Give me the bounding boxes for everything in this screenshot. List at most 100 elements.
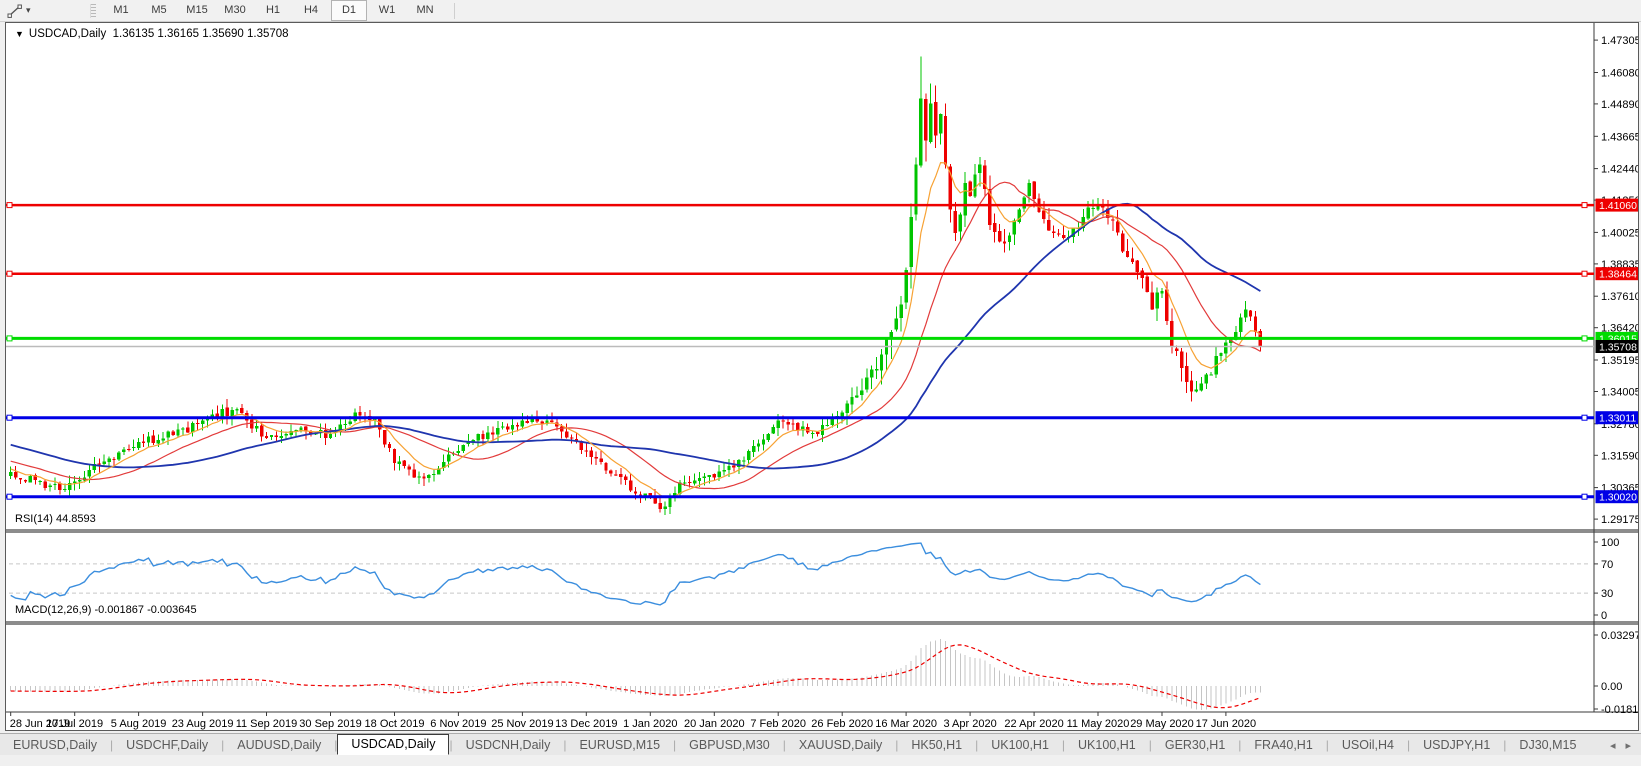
trendline-tool-icon[interactable] bbox=[4, 2, 26, 20]
timeframe-button-h4[interactable]: H4 bbox=[303, 4, 319, 16]
chart-tab-bar: EURUSD,Daily | USDCHF,Daily | AUDUSD,Daily | U… bbox=[0, 733, 1641, 756]
top-toolbar: ▾ M1 M5 M15 M30 H1 H4 D1 W1 MN bbox=[0, 0, 1641, 22]
chart-tabs: EURUSD,Daily | USDCHF,Daily | AUDUSD,Daily | U… bbox=[0, 733, 1589, 756]
svg-text:1.47305: 1.47305 bbox=[1601, 35, 1638, 47]
rsi-scale: 100 70 30 0 bbox=[1594, 537, 1619, 622]
svg-text:1 Jan 2020: 1 Jan 2020 bbox=[623, 718, 677, 730]
rsi-panel bbox=[9, 542, 1591, 606]
svg-text:22 Apr 2020: 22 Apr 2020 bbox=[1004, 718, 1063, 730]
svg-text:6 Nov 2019: 6 Nov 2019 bbox=[430, 718, 486, 730]
price-badge-1.33011: 1.33011 bbox=[1595, 411, 1638, 425]
svg-text:1.43665: 1.43665 bbox=[1601, 131, 1638, 143]
tab-separator: | bbox=[563, 738, 567, 752]
svg-text:1.44890: 1.44890 bbox=[1601, 99, 1638, 111]
svg-text:1.34005: 1.34005 bbox=[1601, 387, 1638, 399]
svg-text:1.41060: 1.41060 bbox=[1599, 200, 1637, 212]
timeframe-button-w1[interactable]: W1 bbox=[378, 4, 396, 16]
horizontal-line-1.33011[interactable] bbox=[6, 414, 1594, 421]
mid-ma-line bbox=[10, 181, 1261, 490]
horizontal-line-1.41060[interactable] bbox=[6, 202, 1594, 209]
tab-ger30-h1[interactable]: GER30,H1 bbox=[1164, 738, 1226, 752]
tab-separator: | bbox=[1061, 738, 1066, 752]
fast-ma-line bbox=[10, 161, 1261, 499]
tab-separator: | bbox=[1407, 738, 1411, 752]
timeframe-button-m1[interactable]: M1 bbox=[113, 4, 129, 16]
svg-text:17 Jul 2019: 17 Jul 2019 bbox=[46, 718, 103, 730]
timeframe-button-d1[interactable]: D1 bbox=[331, 0, 367, 21]
svg-text:1.42440: 1.42440 bbox=[1601, 164, 1638, 176]
tab-xauusd-daily[interactable]: XAUUSD,Daily bbox=[798, 738, 883, 752]
macd-panel bbox=[10, 639, 1261, 710]
tab-scroll-arrows: ◂ ▸ bbox=[1610, 739, 1631, 752]
svg-text:1.36420: 1.36420 bbox=[1601, 323, 1638, 335]
tab-eurusd-m15[interactable]: EURUSD,M15 bbox=[579, 738, 661, 752]
tab-usdchf-daily[interactable]: USDCHF,Daily bbox=[126, 738, 209, 752]
tab-scroll-left-icon[interactable]: ◂ bbox=[1609, 739, 1616, 752]
panel-separators bbox=[6, 23, 1638, 713]
tab-usoil-h4[interactable]: USOil,H4 bbox=[1341, 738, 1394, 752]
timeframe-button-h1[interactable]: H1 bbox=[265, 4, 281, 16]
horizontal-line-1.36015[interactable] bbox=[6, 335, 1594, 342]
svg-text:3 Apr 2020: 3 Apr 2020 bbox=[943, 718, 996, 730]
rsi-line bbox=[10, 542, 1261, 606]
price-badge-1.41060: 1.41060 bbox=[1595, 198, 1638, 212]
tab-separator: | bbox=[449, 738, 453, 752]
tab-separator: | bbox=[975, 738, 979, 752]
svg-text:16 Mar 2020: 16 Mar 2020 bbox=[875, 718, 937, 730]
candles bbox=[9, 56, 1263, 516]
svg-text:1.33011: 1.33011 bbox=[1599, 413, 1636, 425]
svg-text:13 Dec 2019: 13 Dec 2019 bbox=[555, 718, 617, 730]
svg-text:1.35195: 1.35195 bbox=[1601, 355, 1638, 367]
tab-fra40-h1[interactable]: FRA40,H1 bbox=[1254, 738, 1313, 752]
timeframe-button-m5[interactable]: M5 bbox=[151, 4, 167, 16]
svg-text:1.37610: 1.37610 bbox=[1601, 291, 1638, 303]
tab-usdjpy-h1[interactable]: USDJPY,H1 bbox=[1423, 738, 1491, 752]
svg-text:0.00: 0.00 bbox=[1601, 681, 1622, 693]
tab-separator: | bbox=[1238, 738, 1242, 752]
svg-text:5 Aug 2019: 5 Aug 2019 bbox=[111, 718, 167, 730]
tab-uk100-h1[interactable]: UK100,H1 bbox=[1078, 738, 1136, 752]
timeframe-button-m15[interactable]: M15 bbox=[186, 4, 208, 16]
svg-text:29 May 2020: 29 May 2020 bbox=[1130, 718, 1194, 730]
tab-scroll-right-icon[interactable]: ▸ bbox=[1625, 739, 1631, 752]
svg-text:30: 30 bbox=[1601, 588, 1613, 600]
tab-usdcad-daily[interactable]: USDCAD,Daily bbox=[337, 733, 450, 755]
price-badge-1.30020: 1.30020 bbox=[1595, 490, 1638, 504]
status-strip bbox=[0, 755, 1641, 766]
svg-text:11 Sep 2019: 11 Sep 2019 bbox=[236, 718, 298, 730]
svg-text:1.35708: 1.35708 bbox=[1599, 342, 1637, 354]
svg-text:11 May 2020: 11 May 2020 bbox=[1067, 718, 1130, 730]
tab-gbpusd-m30[interactable]: GBPUSD,M30 bbox=[689, 738, 770, 752]
toolbar-drag-handle[interactable] bbox=[90, 3, 96, 18]
svg-text:18 Oct 2019: 18 Oct 2019 bbox=[365, 718, 425, 730]
svg-text:20 Jan 2020: 20 Jan 2020 bbox=[684, 718, 745, 730]
slow-ma-line bbox=[10, 202, 1261, 470]
tab-separator: | bbox=[782, 738, 786, 752]
timeframe-button-m30[interactable]: M30 bbox=[224, 4, 246, 16]
svg-text:7 Feb 2020: 7 Feb 2020 bbox=[750, 718, 806, 730]
tab-hk50-h1[interactable]: HK50,H1 bbox=[911, 738, 963, 752]
tab-separator: | bbox=[1325, 738, 1329, 752]
horizontal-line-1.38464[interactable] bbox=[6, 270, 1594, 277]
chart-canvas[interactable]: 1.473051.460801.448901.436651.424401.412… bbox=[6, 23, 1638, 730]
chart-window: 1.473051.460801.448901.436651.424401.412… bbox=[5, 22, 1639, 731]
tab-eurusd-daily[interactable]: EURUSD,Daily bbox=[13, 738, 98, 752]
tab-dj30-m15[interactable]: DJ30,M15 bbox=[1519, 738, 1577, 752]
svg-text:30 Sep 2019: 30 Sep 2019 bbox=[299, 718, 361, 730]
svg-text:23 Aug 2019: 23 Aug 2019 bbox=[172, 718, 234, 730]
svg-text:1.29175: 1.29175 bbox=[1601, 514, 1638, 526]
tab-audusd-daily[interactable]: AUDUSD,Daily bbox=[237, 738, 322, 752]
svg-text:0: 0 bbox=[1601, 610, 1607, 622]
current-price-badge: 1.35708 bbox=[1595, 340, 1638, 354]
macd-scale: 0.032972 0.00 -0.018154 bbox=[1594, 630, 1638, 716]
svg-text:100: 100 bbox=[1601, 537, 1619, 549]
timeframe-buttons: M1 M5 M15 M30 H1 H4 D1 W1 MN bbox=[102, 0, 444, 21]
tab-uk100-h1[interactable]: UK100,H1 bbox=[991, 738, 1049, 752]
svg-text:1.31590: 1.31590 bbox=[1601, 450, 1638, 462]
tool-dropdown-caret-icon[interactable]: ▾ bbox=[26, 5, 31, 15]
tab-usdcnh-daily[interactable]: USDCNH,Daily bbox=[465, 738, 551, 752]
timeframe-button-mn[interactable]: MN bbox=[416, 4, 434, 16]
horizontal-line-1.30020[interactable] bbox=[6, 493, 1594, 500]
